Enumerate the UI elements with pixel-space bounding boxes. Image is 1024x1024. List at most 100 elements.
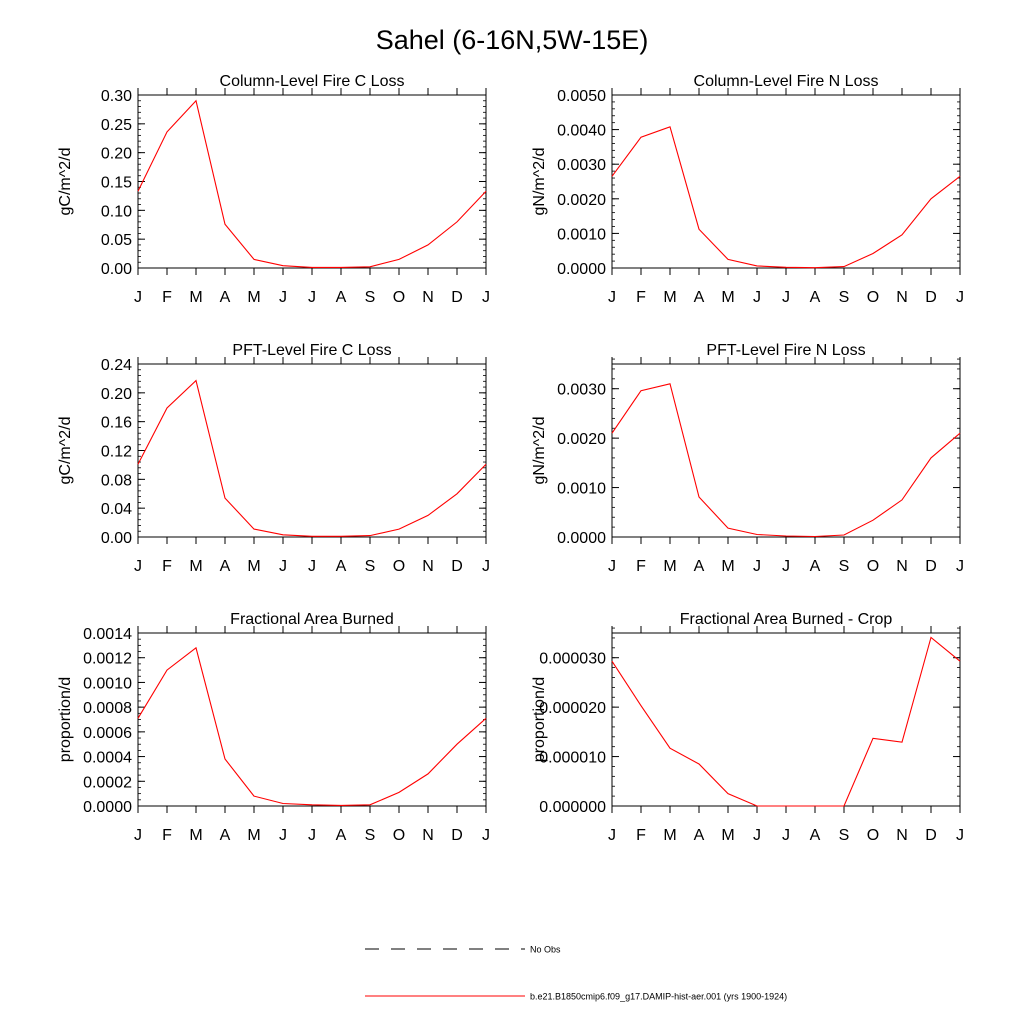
y-axis-label: proportion/d	[57, 677, 74, 762]
y-tick-label: 0.0000	[557, 530, 606, 547]
y-axis-label: gC/m^2/d	[57, 148, 74, 216]
chart-title: Column-Level Fire C Loss	[220, 73, 405, 90]
y-tick-label: 0.0004	[83, 750, 132, 767]
series-line-model	[137, 646, 487, 806]
x-tick-label: J	[608, 827, 616, 844]
x-tick-label: M	[247, 289, 260, 306]
x-tick-label: J	[134, 558, 142, 575]
series-line-model	[611, 636, 961, 807]
x-tick-label: A	[336, 558, 347, 575]
y-tick-label: 0.20	[101, 146, 132, 163]
x-tick-label: N	[896, 827, 908, 844]
x-tick-label: M	[663, 827, 676, 844]
series-line-model	[611, 383, 961, 538]
x-tick-label: J	[782, 289, 790, 306]
y-tick-label: 0.10	[101, 203, 132, 220]
chart-panel-1: Column-Level Fire C Loss gC/m^2/d 0.00 0.05…	[57, 73, 490, 306]
plot-frame	[137, 632, 487, 807]
y-tick-label: 0.000030	[539, 651, 606, 668]
y-tick-label: 0.0000	[83, 799, 132, 816]
x-tick-label: J	[279, 558, 287, 575]
y-tick-label: 0.0020	[557, 431, 606, 448]
x-tick-label: N	[422, 558, 434, 575]
x-tick-label: S	[839, 289, 850, 306]
x-tick-label: J	[134, 289, 142, 306]
y-axis-label: proportion/d	[531, 677, 548, 762]
x-tick-label: J	[753, 827, 761, 844]
x-tick-label: A	[336, 289, 347, 306]
plot-frame	[611, 94, 961, 269]
x-tick-label: M	[721, 558, 734, 575]
chart-title: PFT-Level Fire N Loss	[706, 342, 865, 359]
y-tick-label: 0.0020	[557, 192, 606, 209]
x-tick-label: M	[189, 827, 202, 844]
y-tick-label: 0.12	[101, 444, 132, 461]
x-tick-label: J	[608, 558, 616, 575]
x-tick-label: F	[162, 289, 172, 306]
chart-title: PFT-Level Fire C Loss	[232, 342, 391, 359]
x-tick-label: J	[482, 558, 490, 575]
x-tick-label: M	[663, 289, 676, 306]
x-tick-label: M	[189, 289, 202, 306]
y-tick-label: 0.24	[101, 357, 132, 374]
legend: No Obs b.e21.B1850cmip6.f09_g17.DAMIP-hi…	[365, 945, 787, 1002]
chart-panel-4: PFT-Level Fire N Loss gN/m^2/d 0.0000 0.001…	[531, 342, 964, 575]
legend-label-model: b.e21.B1850cmip6.f09_g17.DAMIP-hist-aer.…	[530, 992, 787, 1002]
y-tick-label: 0.000000	[539, 799, 606, 816]
x-tick-label: S	[365, 827, 376, 844]
x-tick-label: J	[608, 289, 616, 306]
x-tick-label: J	[753, 289, 761, 306]
x-tick-label: M	[721, 827, 734, 844]
y-tick-label: 0.0002	[83, 774, 132, 791]
x-tick-label: S	[365, 289, 376, 306]
y-tick-label: 0.0000	[557, 261, 606, 278]
y-tick-label: 0.0014	[83, 626, 132, 643]
x-tick-label: D	[451, 827, 463, 844]
x-tick-label: F	[162, 827, 172, 844]
y-tick-label: 0.0050	[557, 88, 606, 105]
x-tick-label: F	[636, 558, 646, 575]
series-line-model	[137, 99, 487, 268]
x-tick-label: O	[393, 289, 405, 306]
y-axis-label: gN/m^2/d	[531, 148, 548, 216]
x-tick-label: A	[694, 558, 705, 575]
y-tick-label: 0.0006	[83, 725, 132, 742]
x-tick-label: A	[810, 558, 821, 575]
y-tick-label: 0.0030	[557, 157, 606, 174]
x-tick-label: J	[956, 289, 964, 306]
x-tick-label: A	[694, 827, 705, 844]
x-tick-label: A	[220, 558, 231, 575]
y-tick-label: 0.25	[101, 117, 132, 134]
x-tick-label: M	[189, 558, 202, 575]
y-tick-label: 0.0010	[557, 481, 606, 498]
chart-panel-3: PFT-Level Fire C Loss gC/m^2/d 0.00 0.04 0.0…	[57, 342, 490, 575]
y-tick-label: 0.04	[101, 501, 132, 518]
chart-title: Column-Level Fire N Loss	[694, 73, 879, 90]
x-tick-label: F	[636, 289, 646, 306]
y-tick-label: 0.0040	[557, 123, 606, 140]
plot-frame	[611, 363, 961, 538]
x-tick-label: M	[663, 558, 676, 575]
y-tick-label: 0.0030	[557, 382, 606, 399]
x-tick-label: A	[220, 289, 231, 306]
x-tick-label: F	[162, 558, 172, 575]
chart-panel-6: Fractional Area Burned - Crop proportion/…	[531, 611, 964, 844]
y-tick-label: 0.000020	[539, 700, 606, 717]
x-tick-label: D	[925, 558, 937, 575]
plot-frame	[137, 94, 487, 269]
x-tick-label: D	[925, 289, 937, 306]
y-tick-label: 0.08	[101, 472, 132, 489]
y-tick-label: 0.0010	[83, 675, 132, 692]
x-tick-label: A	[810, 289, 821, 306]
x-tick-label: A	[220, 827, 231, 844]
x-tick-label: N	[896, 558, 908, 575]
chart-title: Fractional Area Burned	[230, 611, 394, 628]
x-tick-label: N	[896, 289, 908, 306]
x-tick-label: A	[694, 289, 705, 306]
y-tick-label: 0.20	[101, 386, 132, 403]
x-tick-label: D	[451, 558, 463, 575]
x-tick-label: J	[134, 827, 142, 844]
x-tick-label: M	[247, 558, 260, 575]
x-tick-label: J	[956, 827, 964, 844]
